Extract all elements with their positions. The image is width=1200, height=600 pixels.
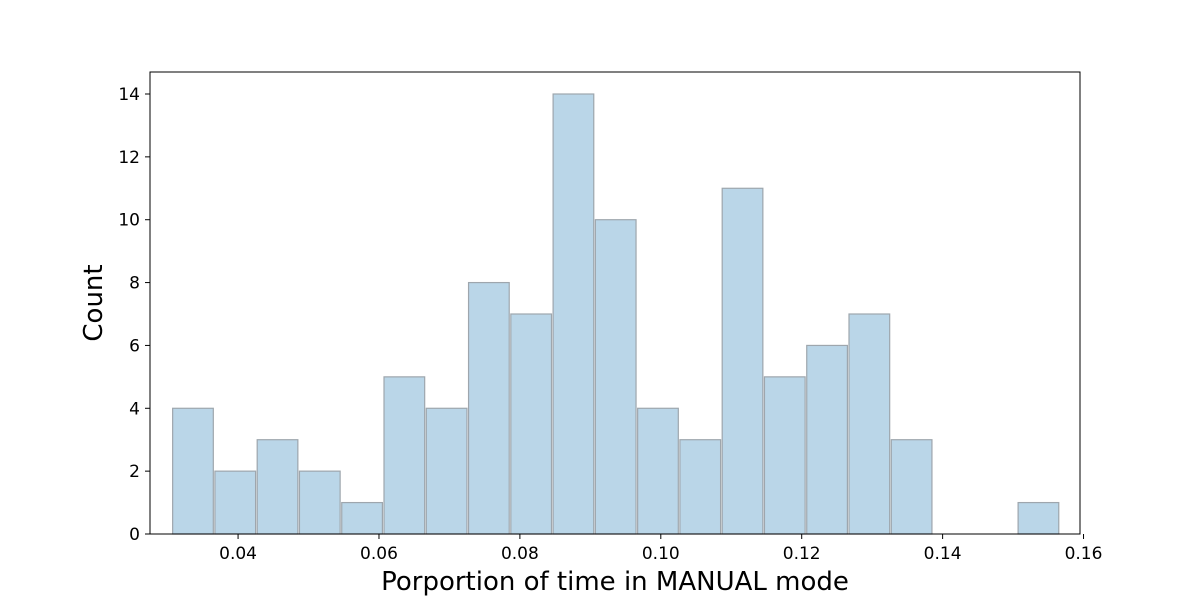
y-axis-ticks: 0 2 4 6 8 10 12 14 xyxy=(118,85,150,545)
bar-16 xyxy=(848,313,891,535)
x-tick-label: 0.14 xyxy=(924,544,962,564)
bar-8 xyxy=(510,313,553,535)
y-tick-label: 10 xyxy=(118,211,140,231)
x-tick-label: 0.06 xyxy=(360,544,398,564)
bar-3 xyxy=(298,470,341,535)
bar-2 xyxy=(256,439,299,535)
bar-5 xyxy=(383,376,426,535)
y-tick-label: 2 xyxy=(129,462,140,482)
bar-0 xyxy=(172,407,214,535)
bar-9 xyxy=(552,93,595,535)
x-tick-label: 0.10 xyxy=(642,544,680,564)
y-tick-label: 12 xyxy=(118,148,140,168)
x-axis-label: Porportion of time in MANUAL mode xyxy=(381,567,849,597)
bar-11 xyxy=(637,407,679,535)
x-tick-label: 0.04 xyxy=(219,544,257,564)
bar-15 xyxy=(806,344,849,535)
x-tick-label: 0.16 xyxy=(1065,544,1103,564)
y-tick-label: 6 xyxy=(129,336,140,356)
bar-20 xyxy=(1017,501,1060,535)
x-tick-label: 0.08 xyxy=(501,544,539,564)
x-axis-ticks: 0.04 0.06 0.08 0.10 0.12 0.14 0.16 xyxy=(219,534,1102,564)
bar-17 xyxy=(890,439,933,535)
bars-group xyxy=(172,93,1060,535)
bar-1 xyxy=(214,470,257,535)
x-tick-label: 0.12 xyxy=(783,544,821,564)
y-tick-label: 4 xyxy=(129,399,140,419)
plot-frame xyxy=(149,71,1081,535)
bar-6 xyxy=(425,407,468,535)
bar-10 xyxy=(594,219,637,535)
bar-14 xyxy=(763,376,806,535)
bar-13 xyxy=(721,187,764,535)
y-axis-label: Count xyxy=(79,264,109,341)
bar-4 xyxy=(341,501,384,535)
bar-7 xyxy=(467,281,510,535)
y-tick-label: 8 xyxy=(129,274,140,294)
bar-12 xyxy=(679,439,722,535)
y-tick-label: 0 xyxy=(129,525,140,545)
y-tick-label: 14 xyxy=(118,85,140,105)
